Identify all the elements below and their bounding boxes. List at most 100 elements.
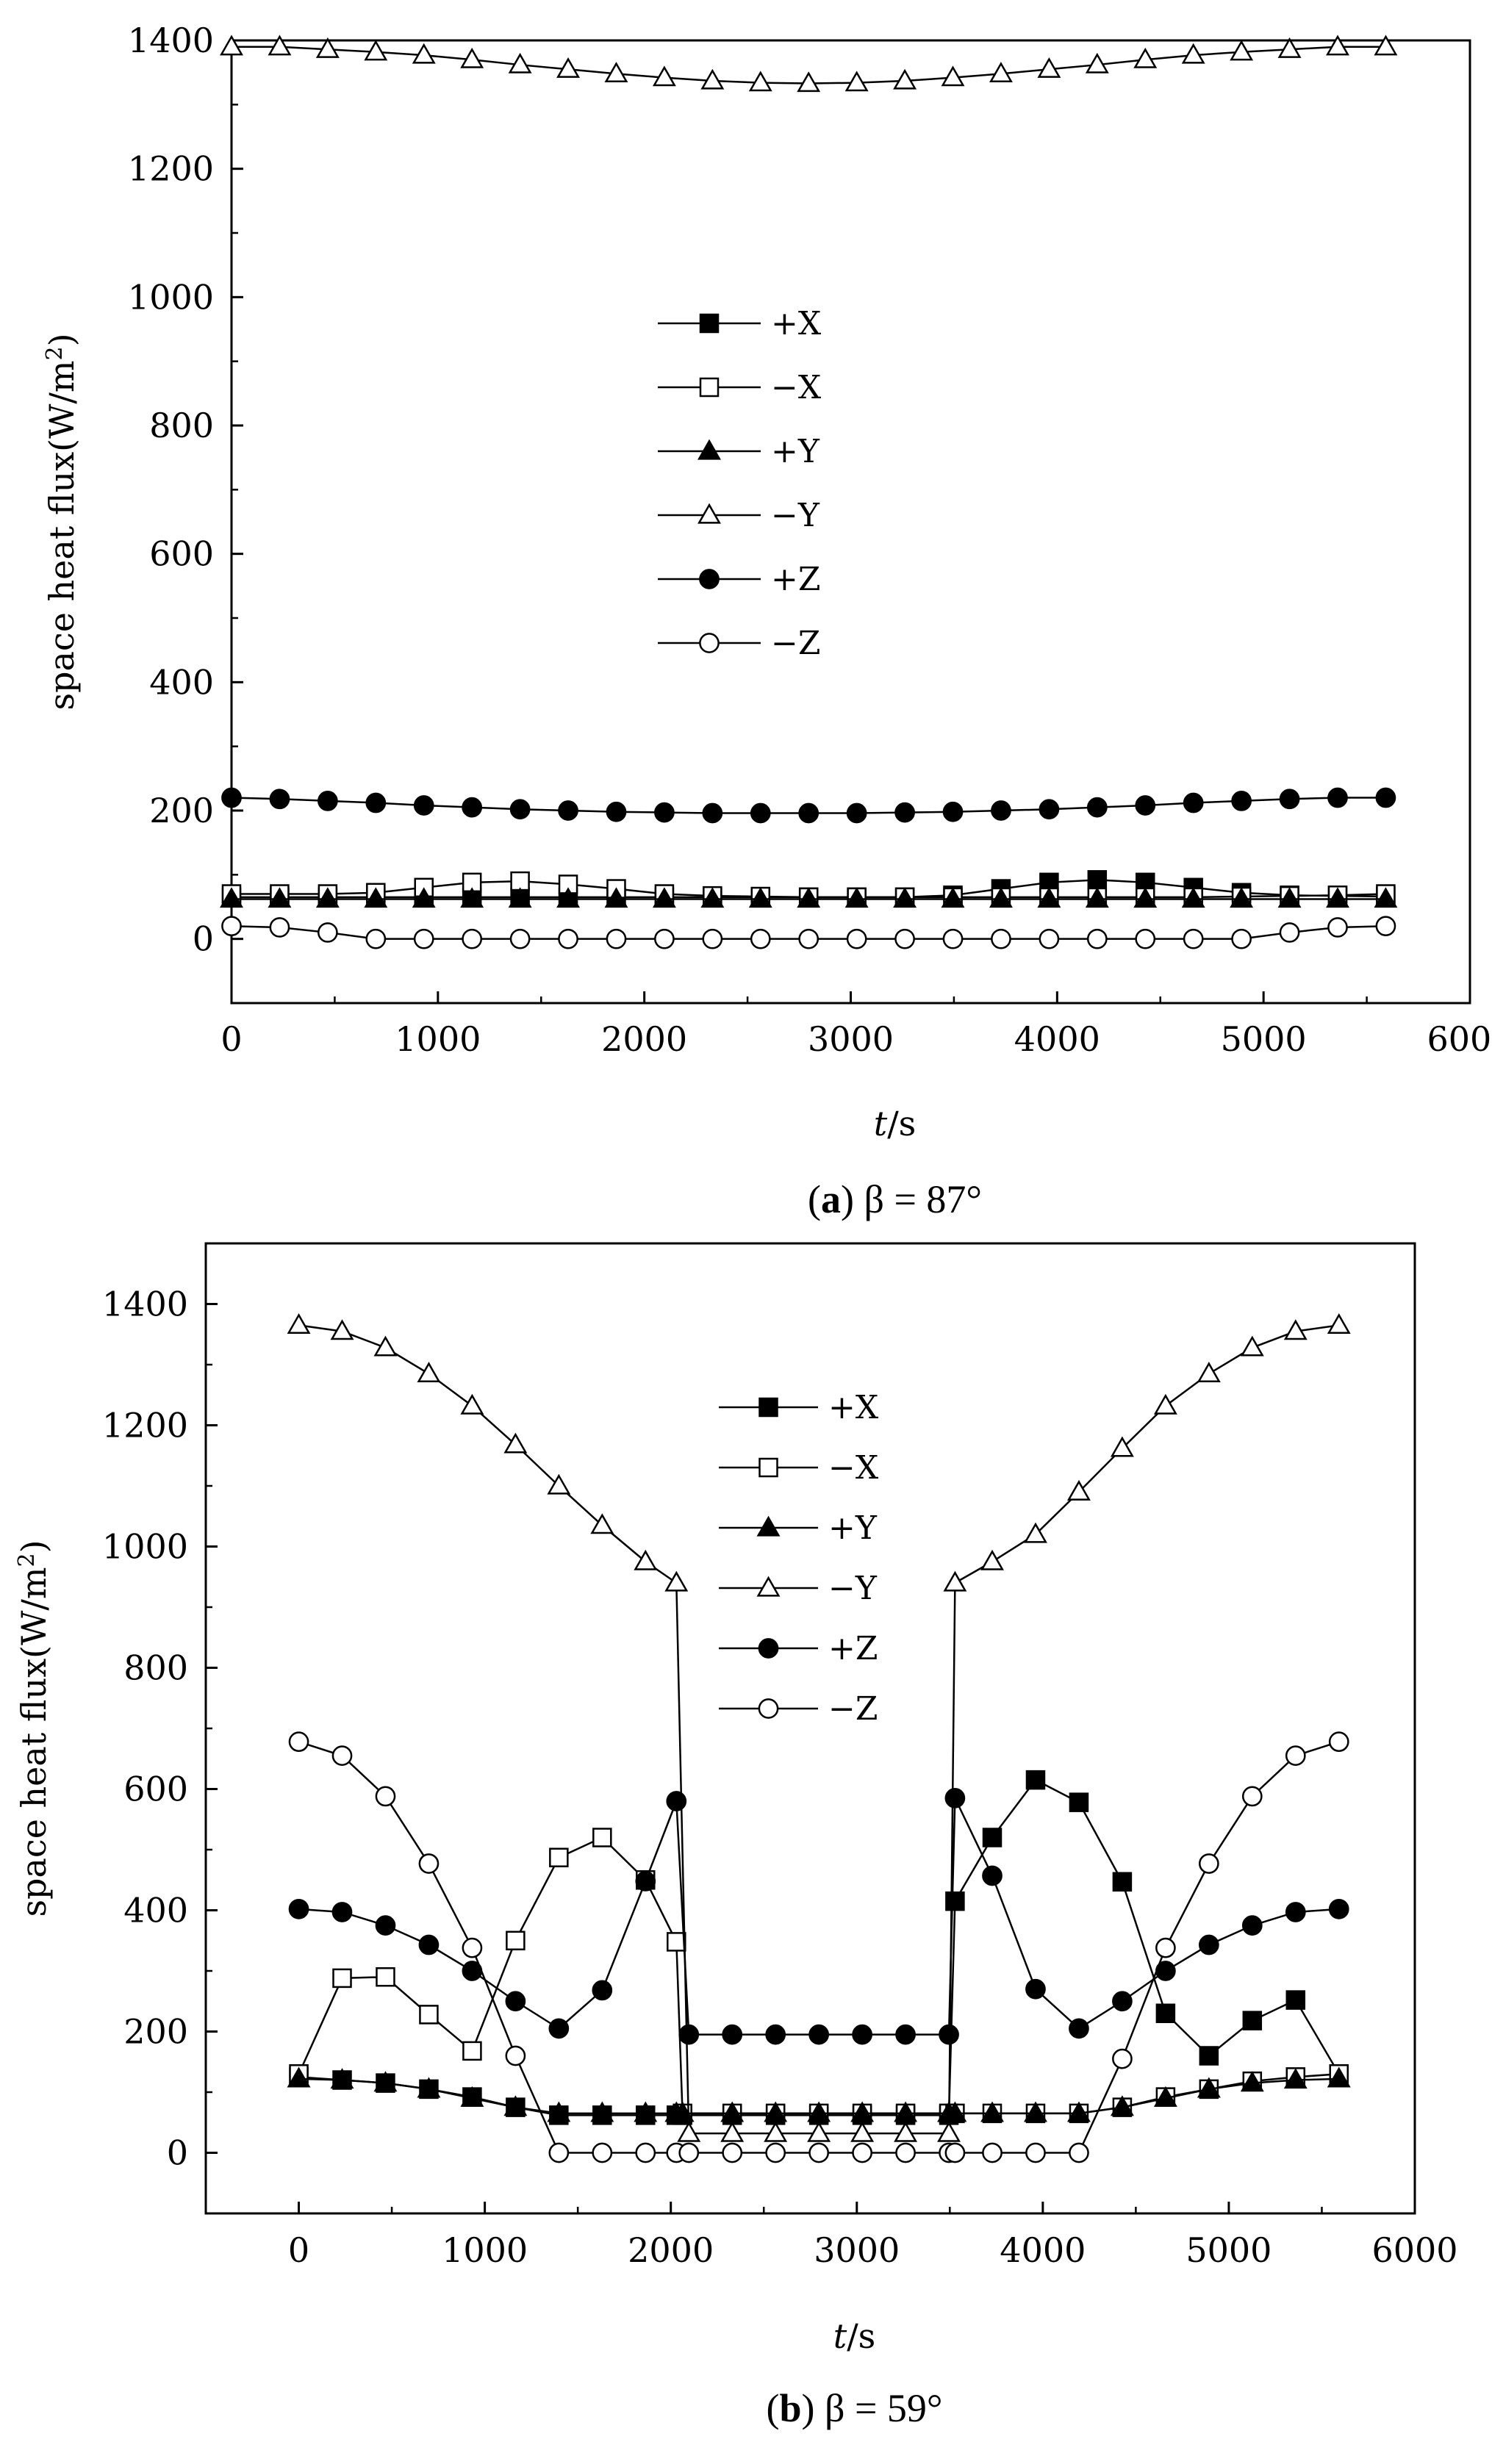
data-point	[1155, 1937, 1176, 1958]
data-point	[462, 797, 483, 818]
legend: +X −X +Y −Y +Z −Z	[719, 1389, 879, 1728]
data-point	[592, 2142, 613, 2163]
x-axis-title-italic: t	[833, 2316, 847, 2356]
x-axis: 0 1000 2000 3000 4000 5000 6000	[204, 2202, 1458, 2270]
data-point	[460, 1393, 484, 1415]
data-point	[722, 2024, 743, 2045]
y-axis-title: space heat flux(W/m2)	[14, 1540, 54, 1917]
x-axis-title-rest: /s	[847, 2316, 875, 2356]
data-point	[700, 68, 725, 90]
data-point	[1241, 1786, 1263, 1807]
data-point	[460, 887, 484, 908]
data-point	[548, 2018, 570, 2039]
data-point	[1197, 2077, 1221, 2098]
series-+Z	[221, 787, 1396, 824]
x-tick-label: 3000	[814, 2230, 900, 2270]
data-point	[1327, 917, 1348, 938]
data-point	[417, 2077, 441, 2098]
data-point	[1181, 43, 1205, 64]
data-point	[1025, 1978, 1046, 2000]
data-point	[1285, 1902, 1306, 1922]
data-point	[797, 887, 821, 908]
data-point	[677, 2121, 701, 2142]
data-point	[944, 2142, 966, 2163]
legend-marker	[699, 313, 720, 334]
caption-text: β = 59°	[825, 2386, 943, 2430]
data-point	[722, 2142, 743, 2163]
data-point	[634, 1549, 658, 1570]
data-point	[765, 2142, 786, 2163]
y-axis: 0 200 400 600 800 1000 1200 1400	[128, 21, 243, 1005]
legend-label: −Z	[828, 1690, 878, 1728]
legend-label: −Z	[771, 625, 820, 662]
data-point	[1198, 1853, 1219, 1874]
data-point	[1069, 2142, 1089, 2163]
data-point	[678, 2142, 700, 2163]
data-point	[375, 1915, 396, 1936]
legend-label: +Y	[828, 1509, 878, 1547]
series-line	[298, 1797, 1339, 2036]
data-point	[852, 2142, 872, 2163]
data-point	[268, 887, 292, 908]
data-point	[462, 1937, 483, 1958]
data-point	[980, 2101, 1004, 2122]
y-tick-label: 400	[149, 662, 214, 702]
data-point	[510, 871, 530, 891]
data-point	[1326, 35, 1349, 56]
series-−X	[289, 1828, 1349, 2124]
data-point	[937, 2121, 961, 2142]
data-point	[1085, 52, 1109, 73]
data-point	[1135, 928, 1156, 949]
data-point	[764, 2121, 788, 2142]
data-point	[720, 2101, 745, 2122]
data-point	[506, 1930, 526, 1950]
series-group	[287, 1313, 1351, 2163]
data-point	[1240, 2071, 1264, 2092]
y-tick-label: 0	[167, 2133, 188, 2173]
data-point	[942, 801, 964, 822]
y-axis-title: space heat flux(W/m2)	[42, 333, 82, 710]
x-tick-label: 5000	[1221, 1019, 1307, 1059]
x-tick-label: 6000	[1371, 2230, 1457, 2270]
data-point	[1039, 799, 1060, 820]
data-point	[315, 887, 340, 908]
plot-frame	[204, 1242, 1416, 2215]
chart-b: 0 1000 2000 3000 4000 5000 6000 0 200 400 600 800 10…	[14, 1242, 1458, 2430]
data-point	[365, 792, 387, 813]
data-point	[807, 2121, 831, 2142]
caption-paren-open: (	[808, 1177, 821, 1221]
data-point	[989, 62, 1013, 83]
data-point	[982, 2142, 1003, 2163]
series-−Y	[220, 35, 1398, 93]
x-tick-label: 3000	[808, 1019, 894, 1059]
data-point	[375, 1786, 396, 1807]
legend-marker	[699, 377, 720, 398]
data-point	[1024, 1522, 1047, 1543]
data-point	[1326, 887, 1349, 908]
data-point	[376, 1967, 395, 1987]
data-point	[1183, 792, 1204, 813]
data-point	[807, 2101, 831, 2122]
data-point	[364, 40, 388, 61]
data-point	[606, 801, 627, 822]
data-point	[548, 2142, 570, 2163]
y-tick-label: 400	[123, 1891, 188, 1930]
data-point	[1327, 2066, 1351, 2088]
data-point	[221, 787, 242, 808]
data-point	[558, 928, 578, 949]
data-point	[1283, 2068, 1308, 2089]
data-point	[1037, 887, 1061, 908]
data-point	[846, 928, 867, 949]
y-tick-label: 1400	[128, 21, 214, 60]
x-tick-label: 4000	[1014, 1019, 1100, 1059]
series-+X	[289, 1770, 1349, 2125]
data-point	[654, 802, 675, 823]
data-point	[1025, 1770, 1046, 1790]
y-axis-title-sup: 2	[14, 1553, 40, 1567]
data-point	[1086, 928, 1108, 949]
data-point	[895, 2142, 916, 2163]
data-point	[702, 928, 723, 949]
data-point	[462, 928, 483, 949]
data-point	[982, 1865, 1003, 1886]
y-tick-label: 1200	[128, 149, 214, 189]
